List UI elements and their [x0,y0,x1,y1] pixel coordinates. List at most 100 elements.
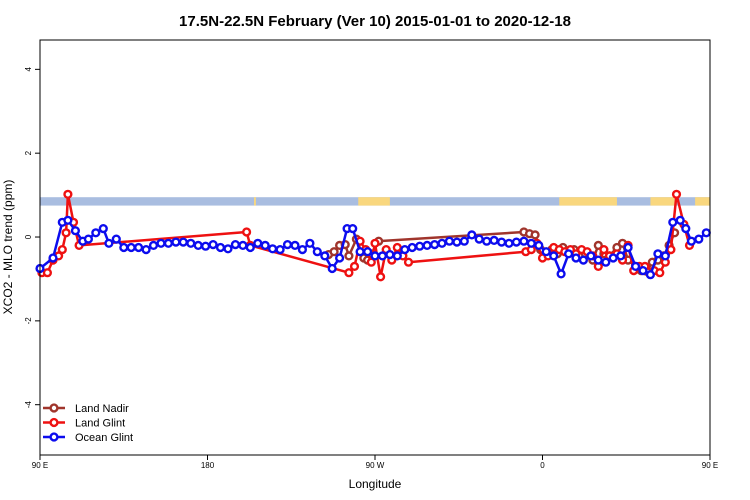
data-point [694,234,704,244]
data-point [377,251,388,261]
legend-item-land-glint: Land Glint [43,418,125,430]
data-point [253,238,263,248]
y-tick-label: -4 [24,401,33,409]
data-point [119,242,129,253]
data-point [48,253,58,263]
data-point [593,240,603,251]
data-point [571,253,581,263]
data-point [91,228,101,238]
data-point [376,272,386,282]
data-point [474,234,484,244]
land-segment [559,197,617,206]
land-mask [40,197,710,206]
data-point [282,240,293,250]
data-point [348,224,358,234]
data-point [526,238,536,248]
data-point [701,228,711,238]
y-tick-label: 4 [24,67,33,72]
data-point [489,235,499,246]
data-point [344,251,354,261]
data-point [344,268,354,278]
y-axis-label: XCO2 - MLO trend (ppm) [1,180,15,315]
data-point [655,268,665,278]
data-point [70,226,81,236]
data-point [57,245,67,255]
data-point [312,247,322,257]
data-point [355,247,365,257]
land-segment [695,197,710,206]
data-point [671,189,682,199]
data-point [608,253,618,263]
data-point [403,257,414,267]
data-point [653,249,663,259]
data-point [459,236,469,246]
data-point [660,251,670,261]
data-point [645,270,656,280]
data-point [593,255,603,265]
x-tick-label: 90 E [32,461,48,470]
data-point [320,251,330,261]
data-point [63,215,73,225]
data-point [452,237,462,247]
data-point [400,245,410,255]
data-point [223,244,233,254]
data-point [104,238,114,248]
data-point [392,251,402,261]
data-point [366,257,376,267]
data-point [335,253,345,263]
data-point [467,230,477,240]
data-point [193,240,203,251]
data-point [63,189,73,199]
data-point [504,238,514,248]
data-point [141,245,151,255]
data-point [530,230,540,240]
data-point [430,240,440,250]
data-point [208,240,218,250]
data-point [601,257,611,267]
data-point [370,251,380,261]
data-point [242,227,252,237]
data-point [385,250,395,260]
x-tick-label: 90 E [702,461,718,470]
legend-swatch-marker [49,403,59,413]
data-point [578,255,589,265]
series-layer [35,189,711,282]
data-point [623,242,633,253]
legend-item-land-nadir: Land Nadir [43,403,129,415]
data-point [563,249,574,259]
data-point [178,237,188,247]
data-point [201,241,211,251]
data-point [407,242,417,253]
data-point [305,238,315,248]
y-tick-label: 2 [24,150,33,155]
data-point [415,241,425,251]
data-point [260,240,270,251]
legend-label: Ocean Glint [75,432,133,444]
y-tick-label: -2 [24,317,33,325]
data-point [519,236,529,246]
data-point [370,238,380,248]
data-point [230,240,241,250]
data-point [599,245,609,255]
land-segment [358,197,390,206]
data-point [675,215,685,225]
data-point [616,251,626,261]
data-point [497,237,507,247]
data-point [163,238,174,248]
data-point [666,245,676,255]
data-point [42,268,53,278]
data-point [422,240,432,251]
data-point [444,236,455,246]
data-point [275,245,285,255]
data-point [630,261,641,272]
x-tick-label: 90 W [366,461,385,470]
data-point [686,236,697,246]
data-point [238,240,248,251]
data-point [437,238,447,248]
data-point [534,240,544,251]
data-point [556,269,566,279]
data-point [98,224,108,234]
data-point [541,247,551,257]
data-point [111,234,121,244]
